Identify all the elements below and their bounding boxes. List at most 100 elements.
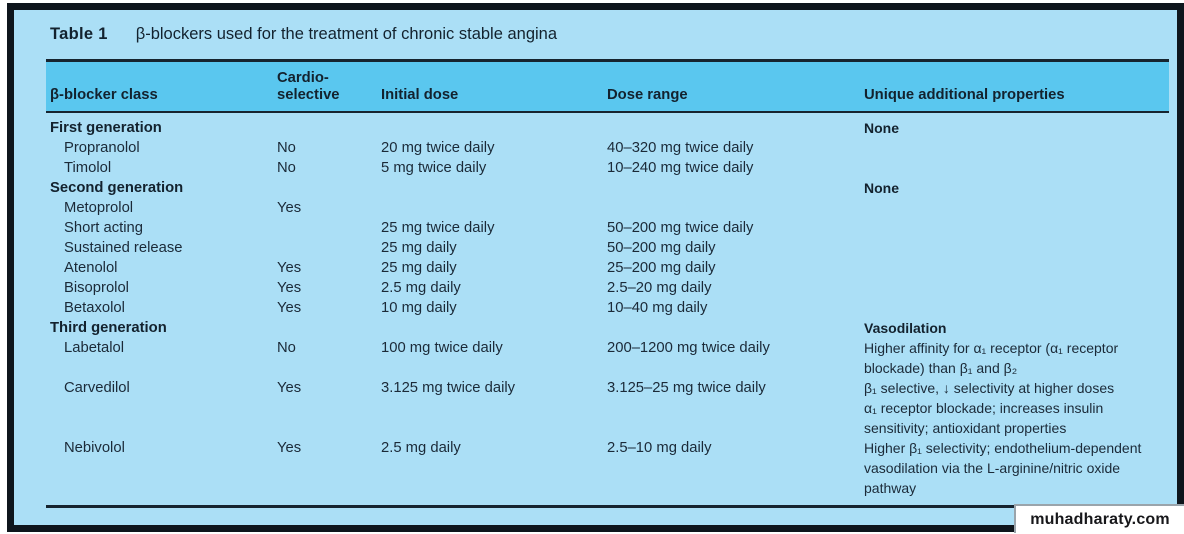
cell-range: 200–1200 mg twice daily <box>607 340 770 356</box>
cell-props: β₁ selective, ↓ selectivity at higher do… <box>864 378 1169 438</box>
table-row: Timolol No 5 mg twice daily 10–240 mg tw… <box>46 158 1169 178</box>
props-line: β₁ selective, ↓ selectivity at higher do… <box>864 380 1115 396</box>
table-row-group: Second generation None <box>46 178 1169 198</box>
cell-props: None <box>864 178 1169 198</box>
cell-class: Betaxolol <box>64 300 125 316</box>
column-header-dose-range: Dose range <box>607 87 688 103</box>
cell-props <box>864 258 1169 278</box>
cell-initial <box>381 198 607 218</box>
cell-initial <box>381 178 607 198</box>
cell-cardio: Yes <box>277 280 302 296</box>
cell-range: 2.5–10 mg daily <box>607 438 864 508</box>
watermark-badge: muhadharaty.com <box>1014 504 1184 533</box>
table-caption: β-blockers used for the treatment of chr… <box>135 25 558 43</box>
cell-class: Metoprolol <box>64 200 134 216</box>
props-line: None <box>864 120 899 136</box>
cell-initial: 2.5 mg daily <box>381 280 461 296</box>
cell-cardio: Yes <box>277 300 302 316</box>
cell-initial: 3.125 mg twice daily <box>381 380 516 396</box>
props-line: blockade) than β₁ and β₂ <box>864 360 1018 376</box>
cell-class: Propranolol <box>64 140 140 156</box>
table-row: Short acting 25 mg twice daily 50–200 mg… <box>46 218 1169 238</box>
cell-class: Atenolol <box>64 260 118 276</box>
cell-props <box>864 238 1169 258</box>
cell-range: 10–40 mg daily <box>607 300 708 316</box>
props-line: Vasodilation <box>864 320 947 336</box>
cell-cardio: No <box>277 160 296 176</box>
cell-range: 2.5–20 mg daily <box>607 280 712 296</box>
cell-cardio <box>277 318 381 338</box>
header-row: β-blocker class Cardio-selective Initial… <box>46 60 1169 112</box>
cell-range <box>607 318 864 338</box>
cell-initial: 100 mg twice daily <box>381 340 503 356</box>
column-header-properties: Unique additional properties <box>864 87 1065 103</box>
cell-initial: 25 mg daily <box>381 240 457 256</box>
cell-class: First generation <box>50 120 162 136</box>
column-header-class: β-blocker class <box>50 87 158 103</box>
cell-props: Higher β₁ selectivity; endothelium-depen… <box>864 438 1169 508</box>
table-number-label: Table 1 <box>50 25 108 43</box>
table-row: Sustained release 25 mg daily 50–200 mg … <box>46 238 1169 258</box>
cell-cardio: Yes <box>277 200 302 216</box>
cell-cardio: No <box>277 340 296 356</box>
cell-class: Labetalol <box>64 340 125 356</box>
cell-props: None <box>864 112 1169 138</box>
column-header-cardioselective: Cardio-selective <box>277 70 340 103</box>
table-body: First generation None Propranolol No 20 … <box>46 112 1169 508</box>
table-row: Nebivolol Yes 2.5 mg daily 2.5–10 mg dai… <box>46 438 1169 508</box>
cell-cardio: Yes <box>277 260 302 276</box>
cell-class: Carvedilol <box>64 380 130 396</box>
cell-props <box>864 198 1169 218</box>
table-title: Table 1 β-blockers used for the treatment… <box>50 25 557 44</box>
cell-props: Higher affinity for α₁ receptor (α₁ rece… <box>864 338 1169 378</box>
cell-initial: 25 mg daily <box>381 260 457 276</box>
cell-range <box>607 198 864 218</box>
cell-cardio <box>277 218 381 238</box>
cell-range: 25–200 mg daily <box>607 260 716 276</box>
cell-initial: 5 mg twice daily <box>381 160 487 176</box>
props-line: Higher β₁ selectivity; endothelium-depen… <box>864 440 1142 456</box>
cell-cardio <box>277 112 381 138</box>
cell-initial: 25 mg twice daily <box>381 220 495 236</box>
table-row: Carvedilol Yes 3.125 mg twice daily 3.12… <box>46 378 1169 438</box>
props-line: Higher affinity for α₁ receptor (α₁ rece… <box>864 340 1119 356</box>
cell-cardio: Yes <box>277 438 381 508</box>
props-line: α₁ receptor blockade; increases insulin <box>864 400 1104 416</box>
table-header: β-blocker class Cardio-selective Initial… <box>46 60 1169 112</box>
beta-blockers-table: β-blocker class Cardio-selective Initial… <box>46 59 1169 508</box>
props-line: None <box>864 180 899 196</box>
cell-range: 50–200 mg twice daily <box>607 220 754 236</box>
column-header-initial-dose: Initial dose <box>381 87 459 103</box>
table-row: Betaxolol Yes 10 mg daily 10–40 mg daily <box>46 298 1169 318</box>
cell-range: 50–200 mg daily <box>607 240 716 256</box>
cell-props: Vasodilation <box>864 318 1169 338</box>
cell-props <box>864 298 1169 318</box>
cell-range: 3.125–25 mg twice daily <box>607 380 766 396</box>
cell-class: Short acting <box>64 220 143 236</box>
watermark-text: muhadharaty.com <box>1030 510 1170 528</box>
table-row-group: First generation None <box>46 112 1169 138</box>
cell-props <box>864 158 1169 178</box>
cell-cardio <box>277 238 381 258</box>
cell-props <box>864 218 1169 238</box>
cell-cardio: No <box>277 140 296 156</box>
props-line: vasodilation via the L-arginine/nitric o… <box>864 460 1121 476</box>
cell-range <box>607 178 864 198</box>
cell-props <box>864 138 1169 158</box>
cell-range <box>607 112 864 138</box>
table-row: Labetalol No 100 mg twice daily 200–1200… <box>46 338 1169 378</box>
cell-initial: 20 mg twice daily <box>381 140 495 156</box>
cell-class: Timolol <box>64 160 112 176</box>
cell-class: Bisoprolol <box>64 280 129 296</box>
cell-initial: 2.5 mg daily <box>381 438 607 508</box>
cell-class: Second generation <box>50 180 184 196</box>
table-row: Bisoprolol Yes 2.5 mg daily 2.5–20 mg da… <box>46 278 1169 298</box>
props-line: sensitivity; antioxidant properties <box>864 420 1067 436</box>
cell-class: Third generation <box>50 320 167 336</box>
table-figure-frame: Table 1 β-blockers used for the treatment… <box>7 3 1184 532</box>
cell-cardio <box>277 178 381 198</box>
cell-initial: 10 mg daily <box>381 300 457 316</box>
cell-initial <box>381 112 607 138</box>
table-row-group: Third generation Vasodilation <box>46 318 1169 338</box>
cell-range: 40–320 mg twice daily <box>607 140 754 156</box>
